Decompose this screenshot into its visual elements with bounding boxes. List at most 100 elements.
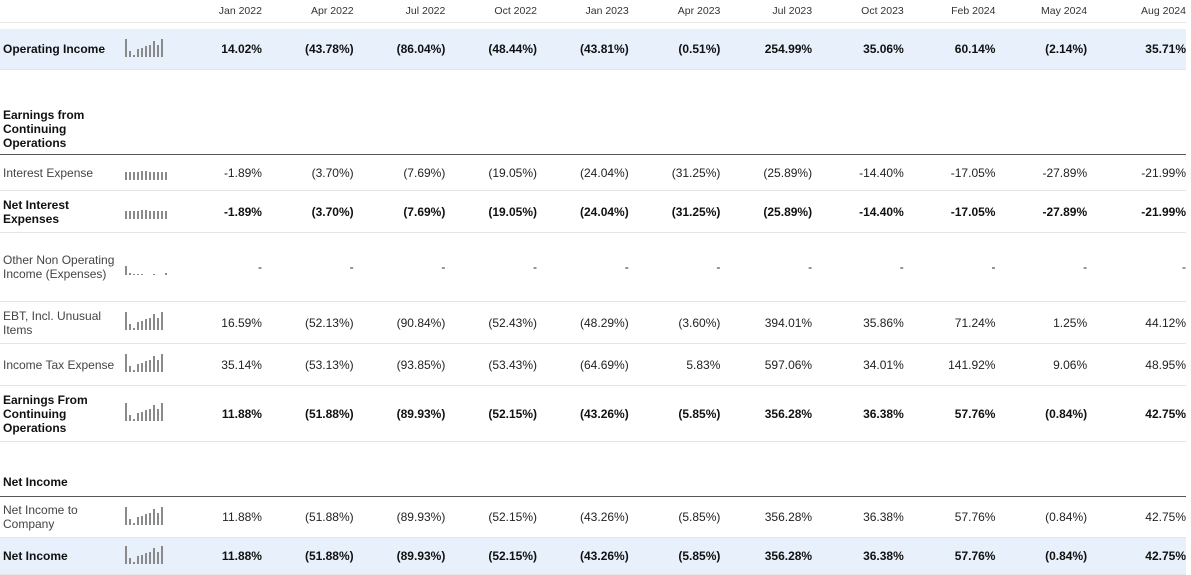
- col-header: Jul 2022: [353, 0, 446, 23]
- col-header: Aug 2024: [1087, 0, 1186, 23]
- cell-value: 356.28%: [720, 496, 813, 538]
- cell-value: 11.88%: [171, 385, 262, 442]
- cell-value: (7.69%): [353, 190, 446, 233]
- cell-value: (3.70%): [261, 190, 354, 233]
- col-header: Apr 2022: [261, 0, 354, 23]
- sparkline-icon: [121, 403, 171, 421]
- cell-value: 356.28%: [720, 385, 813, 442]
- cell-value: 35.86%: [812, 301, 904, 344]
- cell-value: 356.28%: [720, 537, 813, 575]
- row-label: Earnings from Continuing Operations: [0, 104, 121, 155]
- cell-value: (52.15%): [445, 537, 538, 575]
- cell-value: 36.38%: [812, 385, 904, 442]
- cell-value: 394.01%: [720, 301, 813, 344]
- cell-value: -: [261, 232, 354, 302]
- cell-value: -14.40%: [812, 190, 904, 233]
- cell-value: (24.04%): [537, 190, 629, 233]
- cell-value: 1.25%: [995, 301, 1088, 344]
- cell-value: 71.24%: [903, 301, 996, 344]
- col-header: Jan 2022: [171, 0, 262, 23]
- row-label: Interest Expense: [0, 154, 121, 191]
- table-row: Net Income 11.88% (51.88%) (89.93%) (52.15%)…: [0, 537, 1186, 575]
- cell-value: (5.85%): [628, 537, 721, 575]
- col-header: Feb 2024: [903, 0, 996, 23]
- cell-value: 35.14%: [171, 343, 262, 386]
- cell-value: 42.75%: [1087, 496, 1186, 538]
- cell-value: (5.85%): [628, 385, 721, 442]
- row-label: Net Income: [0, 537, 121, 575]
- cell-value: -27.89%: [995, 190, 1088, 233]
- cell-value: 57.76%: [903, 537, 996, 575]
- row-label: Income Tax Expense: [0, 343, 121, 386]
- cell-value: (3.70%): [261, 154, 354, 191]
- cell-value: -14.40%: [812, 154, 904, 191]
- cell-value: -: [628, 232, 721, 302]
- cell-value: (31.25%): [628, 154, 721, 191]
- cell-value: (53.13%): [261, 343, 354, 386]
- cell-value: 48.95%: [1087, 343, 1186, 386]
- cell-value: -: [537, 232, 629, 302]
- table-row: Other Non Operating Income (Expenses) - - -…: [0, 232, 1186, 302]
- cell-value: (25.89%): [720, 190, 813, 233]
- table-row: Income Tax Expense 35.14% (53.13%) (93.85%)…: [0, 343, 1186, 386]
- cell-value: (43.26%): [537, 385, 629, 442]
- cell-value: (89.93%): [353, 496, 446, 538]
- row-label: Operating Income: [0, 29, 121, 70]
- cell-value: (0.84%): [995, 496, 1088, 538]
- cell-value: (43.26%): [537, 537, 629, 575]
- sparkline-icon: [121, 312, 171, 330]
- row-label: Net Income to Company: [0, 496, 121, 538]
- table-row: Net Income to Company 11.88% (51.88%) (89.9…: [0, 496, 1186, 538]
- row-label: Net Income: [0, 468, 121, 497]
- cell-value: -17.05%: [903, 190, 996, 233]
- cell-value: -21.99%: [1087, 154, 1186, 191]
- cell-value: 16.59%: [171, 301, 262, 344]
- cell-value: 42.75%: [1087, 537, 1186, 575]
- cell-value: -27.89%: [995, 154, 1088, 191]
- sparkline-icon: [121, 38, 171, 57]
- cell-value: (90.84%): [353, 301, 446, 344]
- cell-value: -: [812, 232, 904, 302]
- cell-value: -: [1087, 232, 1186, 302]
- table-row: Net Interest Expenses -1.89% (3.70%) (7.69%…: [0, 190, 1186, 233]
- cell-value: 35.71%: [1087, 29, 1186, 70]
- cell-value: (86.04%): [353, 29, 446, 70]
- sparkline-icon: [121, 506, 171, 525]
- cell-value: (93.85%): [353, 343, 446, 386]
- cell-value: (48.44%): [445, 29, 538, 70]
- cell-value: 14.02%: [171, 29, 262, 70]
- cell-value: (48.29%): [537, 301, 629, 344]
- table-row: Interest Expense -1.89% (3.70%) (7.69%) (19.…: [0, 154, 1186, 191]
- cell-value: (51.88%): [261, 537, 354, 575]
- cell-value: (52.15%): [445, 496, 538, 538]
- cell-value: 36.38%: [812, 537, 904, 575]
- cell-value: -17.05%: [903, 154, 996, 191]
- cell-value: 36.38%: [812, 496, 904, 538]
- cell-value: (24.04%): [537, 154, 629, 191]
- col-header: May 2024: [995, 0, 1088, 23]
- col-header: Apr 2023: [628, 0, 721, 23]
- cell-value: 35.06%: [812, 29, 904, 70]
- cell-value: 42.75%: [1087, 385, 1186, 442]
- cell-value: -1.89%: [171, 190, 262, 233]
- cell-value: 57.76%: [903, 496, 996, 538]
- cell-value: -: [353, 232, 446, 302]
- cell-value: (52.15%): [445, 385, 538, 442]
- table-row: Earnings From Continuing Operations 11.88…: [0, 385, 1186, 442]
- col-header: Oct 2022: [445, 0, 538, 23]
- cell-value: -: [903, 232, 996, 302]
- cell-value: (51.88%): [261, 385, 354, 442]
- sparkline-icon: [121, 162, 171, 180]
- col-header: Jul 2023: [720, 0, 813, 23]
- cell-value: -: [995, 232, 1088, 302]
- cell-value: (51.88%): [261, 496, 354, 538]
- cell-value: 597.06%: [720, 343, 813, 386]
- section-header: Earnings from Continuing Operations: [0, 104, 1186, 155]
- cell-value: 254.99%: [720, 29, 813, 70]
- cell-value: (19.05%): [445, 190, 538, 233]
- section-header: Net Income: [0, 468, 1186, 497]
- cell-value: 57.76%: [903, 385, 996, 442]
- cell-value: -1.89%: [171, 154, 262, 191]
- sparkline-icon: [121, 201, 171, 219]
